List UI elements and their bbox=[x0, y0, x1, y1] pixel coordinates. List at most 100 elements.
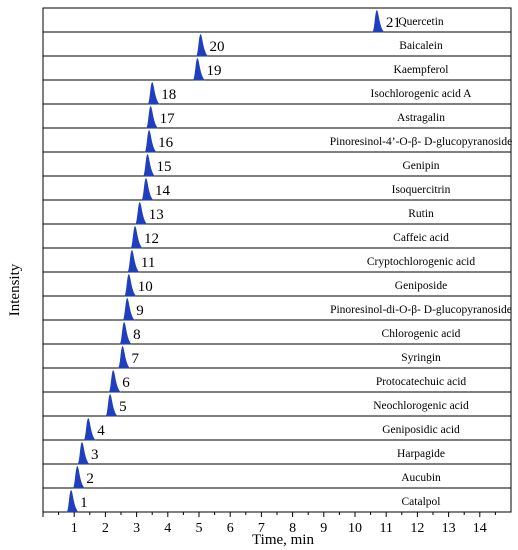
peak-5 bbox=[105, 394, 118, 417]
compound-label-4: Geniposidic acid bbox=[382, 424, 460, 436]
peak-2 bbox=[72, 466, 86, 489]
trace-5: 5 Neochlorogenic acid bbox=[43, 394, 511, 417]
peak-number-21: 21 bbox=[386, 15, 401, 31]
peak-number-20: 20 bbox=[210, 39, 225, 55]
compound-label-13: Rutin bbox=[408, 208, 434, 220]
x-axis-label: Time, min bbox=[252, 532, 314, 548]
x-tick-label: 9 bbox=[320, 521, 327, 536]
compound-label-5: Neochlorogenic acid bbox=[373, 400, 469, 412]
peak-number-13: 13 bbox=[149, 207, 164, 223]
peak-6 bbox=[108, 370, 122, 393]
trace-8: 8 Chlorogenic acid bbox=[43, 322, 511, 345]
peak-13 bbox=[135, 202, 148, 225]
trace-16: 16 Pinoresinol-4’-O-β- D-glucopyranoside bbox=[43, 130, 512, 153]
compound-label-16: Pinoresinol-4’-O-β- D-glucopyranoside bbox=[330, 136, 512, 148]
peak-number-10: 10 bbox=[138, 279, 153, 295]
peak-4 bbox=[83, 418, 97, 441]
compound-label-9: Pinoresinol-di-O-β- D-glucopyranoside bbox=[330, 304, 512, 316]
peak-number-3: 3 bbox=[91, 447, 99, 463]
peak-number-9: 9 bbox=[136, 303, 144, 319]
peak-7 bbox=[117, 346, 131, 369]
peak-11 bbox=[127, 250, 140, 273]
peak-10 bbox=[124, 274, 137, 297]
peak-16 bbox=[144, 130, 157, 153]
peak-number-7: 7 bbox=[132, 351, 140, 367]
peak-20 bbox=[195, 34, 209, 57]
peak-number-2: 2 bbox=[86, 471, 94, 487]
peak-number-8: 8 bbox=[133, 327, 141, 343]
compound-label-12: Caffeic acid bbox=[393, 232, 449, 244]
x-tick-label: 2 bbox=[102, 521, 109, 536]
trace-6: 6 Protocatechuic acid bbox=[43, 370, 511, 393]
compound-label-6: Protocatechuic acid bbox=[376, 376, 467, 388]
x-tick-label: 10 bbox=[348, 521, 362, 536]
compound-label-3: Harpagide bbox=[397, 448, 445, 460]
trace-4: 4 Geniposidic acid bbox=[43, 418, 511, 441]
compound-label-20: Baicalein bbox=[399, 40, 443, 52]
compound-label-8: Chlorogenic acid bbox=[382, 328, 461, 340]
peak-number-11: 11 bbox=[141, 255, 155, 271]
peak-number-19: 19 bbox=[206, 63, 221, 79]
compound-label-1: Catalpol bbox=[402, 496, 441, 508]
x-tick-label: 8 bbox=[289, 521, 296, 536]
x-tick-label: 12 bbox=[410, 521, 424, 536]
peak-17 bbox=[145, 106, 159, 129]
trace-2: 2 Aucubin bbox=[43, 466, 511, 489]
compound-label-11: Cryptochlorogenic acid bbox=[367, 256, 476, 268]
peak-number-1: 1 bbox=[80, 495, 88, 511]
compound-label-15: Genipin bbox=[402, 160, 439, 172]
peak-19 bbox=[192, 58, 206, 81]
peak-18 bbox=[147, 82, 161, 105]
compound-label-19: Kaempferol bbox=[394, 64, 449, 76]
compound-label-10: Geniposide bbox=[395, 280, 447, 292]
trace-19: 19 Kaempferol bbox=[43, 58, 511, 81]
peak-9 bbox=[122, 298, 136, 321]
compound-label-14: Isoquercitrin bbox=[392, 184, 451, 196]
trace-10: 10 Geniposide bbox=[43, 274, 511, 297]
trace-18: 18 Isochlorogenic acid A bbox=[43, 82, 511, 105]
peak-number-18: 18 bbox=[161, 87, 176, 103]
peak-21 bbox=[372, 10, 385, 33]
peak-3 bbox=[77, 442, 90, 465]
peak-14 bbox=[141, 178, 154, 201]
peak-number-15: 15 bbox=[157, 159, 172, 175]
compound-label-2: Aucubin bbox=[401, 472, 441, 484]
peak-number-12: 12 bbox=[144, 231, 159, 247]
x-tick-label: 11 bbox=[379, 521, 392, 536]
peak-8 bbox=[119, 322, 132, 345]
trace-1: 1 Catalpol bbox=[43, 490, 511, 513]
trace-15: 15 Genipin bbox=[43, 154, 511, 177]
trace-20: 20 Baicalein bbox=[43, 34, 511, 57]
x-tick-label: 1 bbox=[71, 521, 78, 536]
trace-9: 9 Pinoresinol-di-O-β- D-glucopyranoside bbox=[43, 298, 512, 321]
x-tick-label: 4 bbox=[164, 521, 171, 536]
compound-label-18: Isochlorogenic acid A bbox=[371, 88, 473, 100]
compound-label-17: Astragalin bbox=[397, 112, 445, 124]
trace-3: 3 Harpagide bbox=[43, 442, 511, 465]
x-tick-label: 6 bbox=[227, 521, 234, 536]
x-tick-label: 5 bbox=[196, 521, 203, 536]
trace-13: 13 Rutin bbox=[43, 202, 511, 225]
peak-number-14: 14 bbox=[155, 183, 171, 199]
trace-11: 11 Cryptochlorogenic acid bbox=[43, 250, 511, 273]
peak-number-16: 16 bbox=[158, 135, 174, 151]
peak-15 bbox=[142, 154, 156, 177]
peak-number-4: 4 bbox=[97, 423, 105, 439]
peak-1 bbox=[66, 490, 79, 513]
x-tick-label: 14 bbox=[473, 521, 487, 536]
peak-12 bbox=[130, 226, 143, 249]
y-axis-label: Intensity bbox=[7, 263, 23, 316]
trace-14: 14 Isoquercitrin bbox=[43, 178, 511, 201]
trace-12: 12 Caffeic acid bbox=[43, 226, 511, 249]
x-tick-label: 13 bbox=[442, 521, 456, 536]
peak-number-6: 6 bbox=[122, 375, 130, 391]
compound-label-7: Syringin bbox=[401, 352, 441, 364]
trace-17: 17 Astragalin bbox=[43, 106, 511, 129]
compound-label-21: Quercetin bbox=[398, 16, 444, 28]
peak-number-17: 17 bbox=[160, 111, 176, 127]
trace-7: 7 Syringin bbox=[43, 346, 511, 369]
x-tick-label: 3 bbox=[133, 521, 140, 536]
x-tick-label: 7 bbox=[258, 521, 265, 536]
